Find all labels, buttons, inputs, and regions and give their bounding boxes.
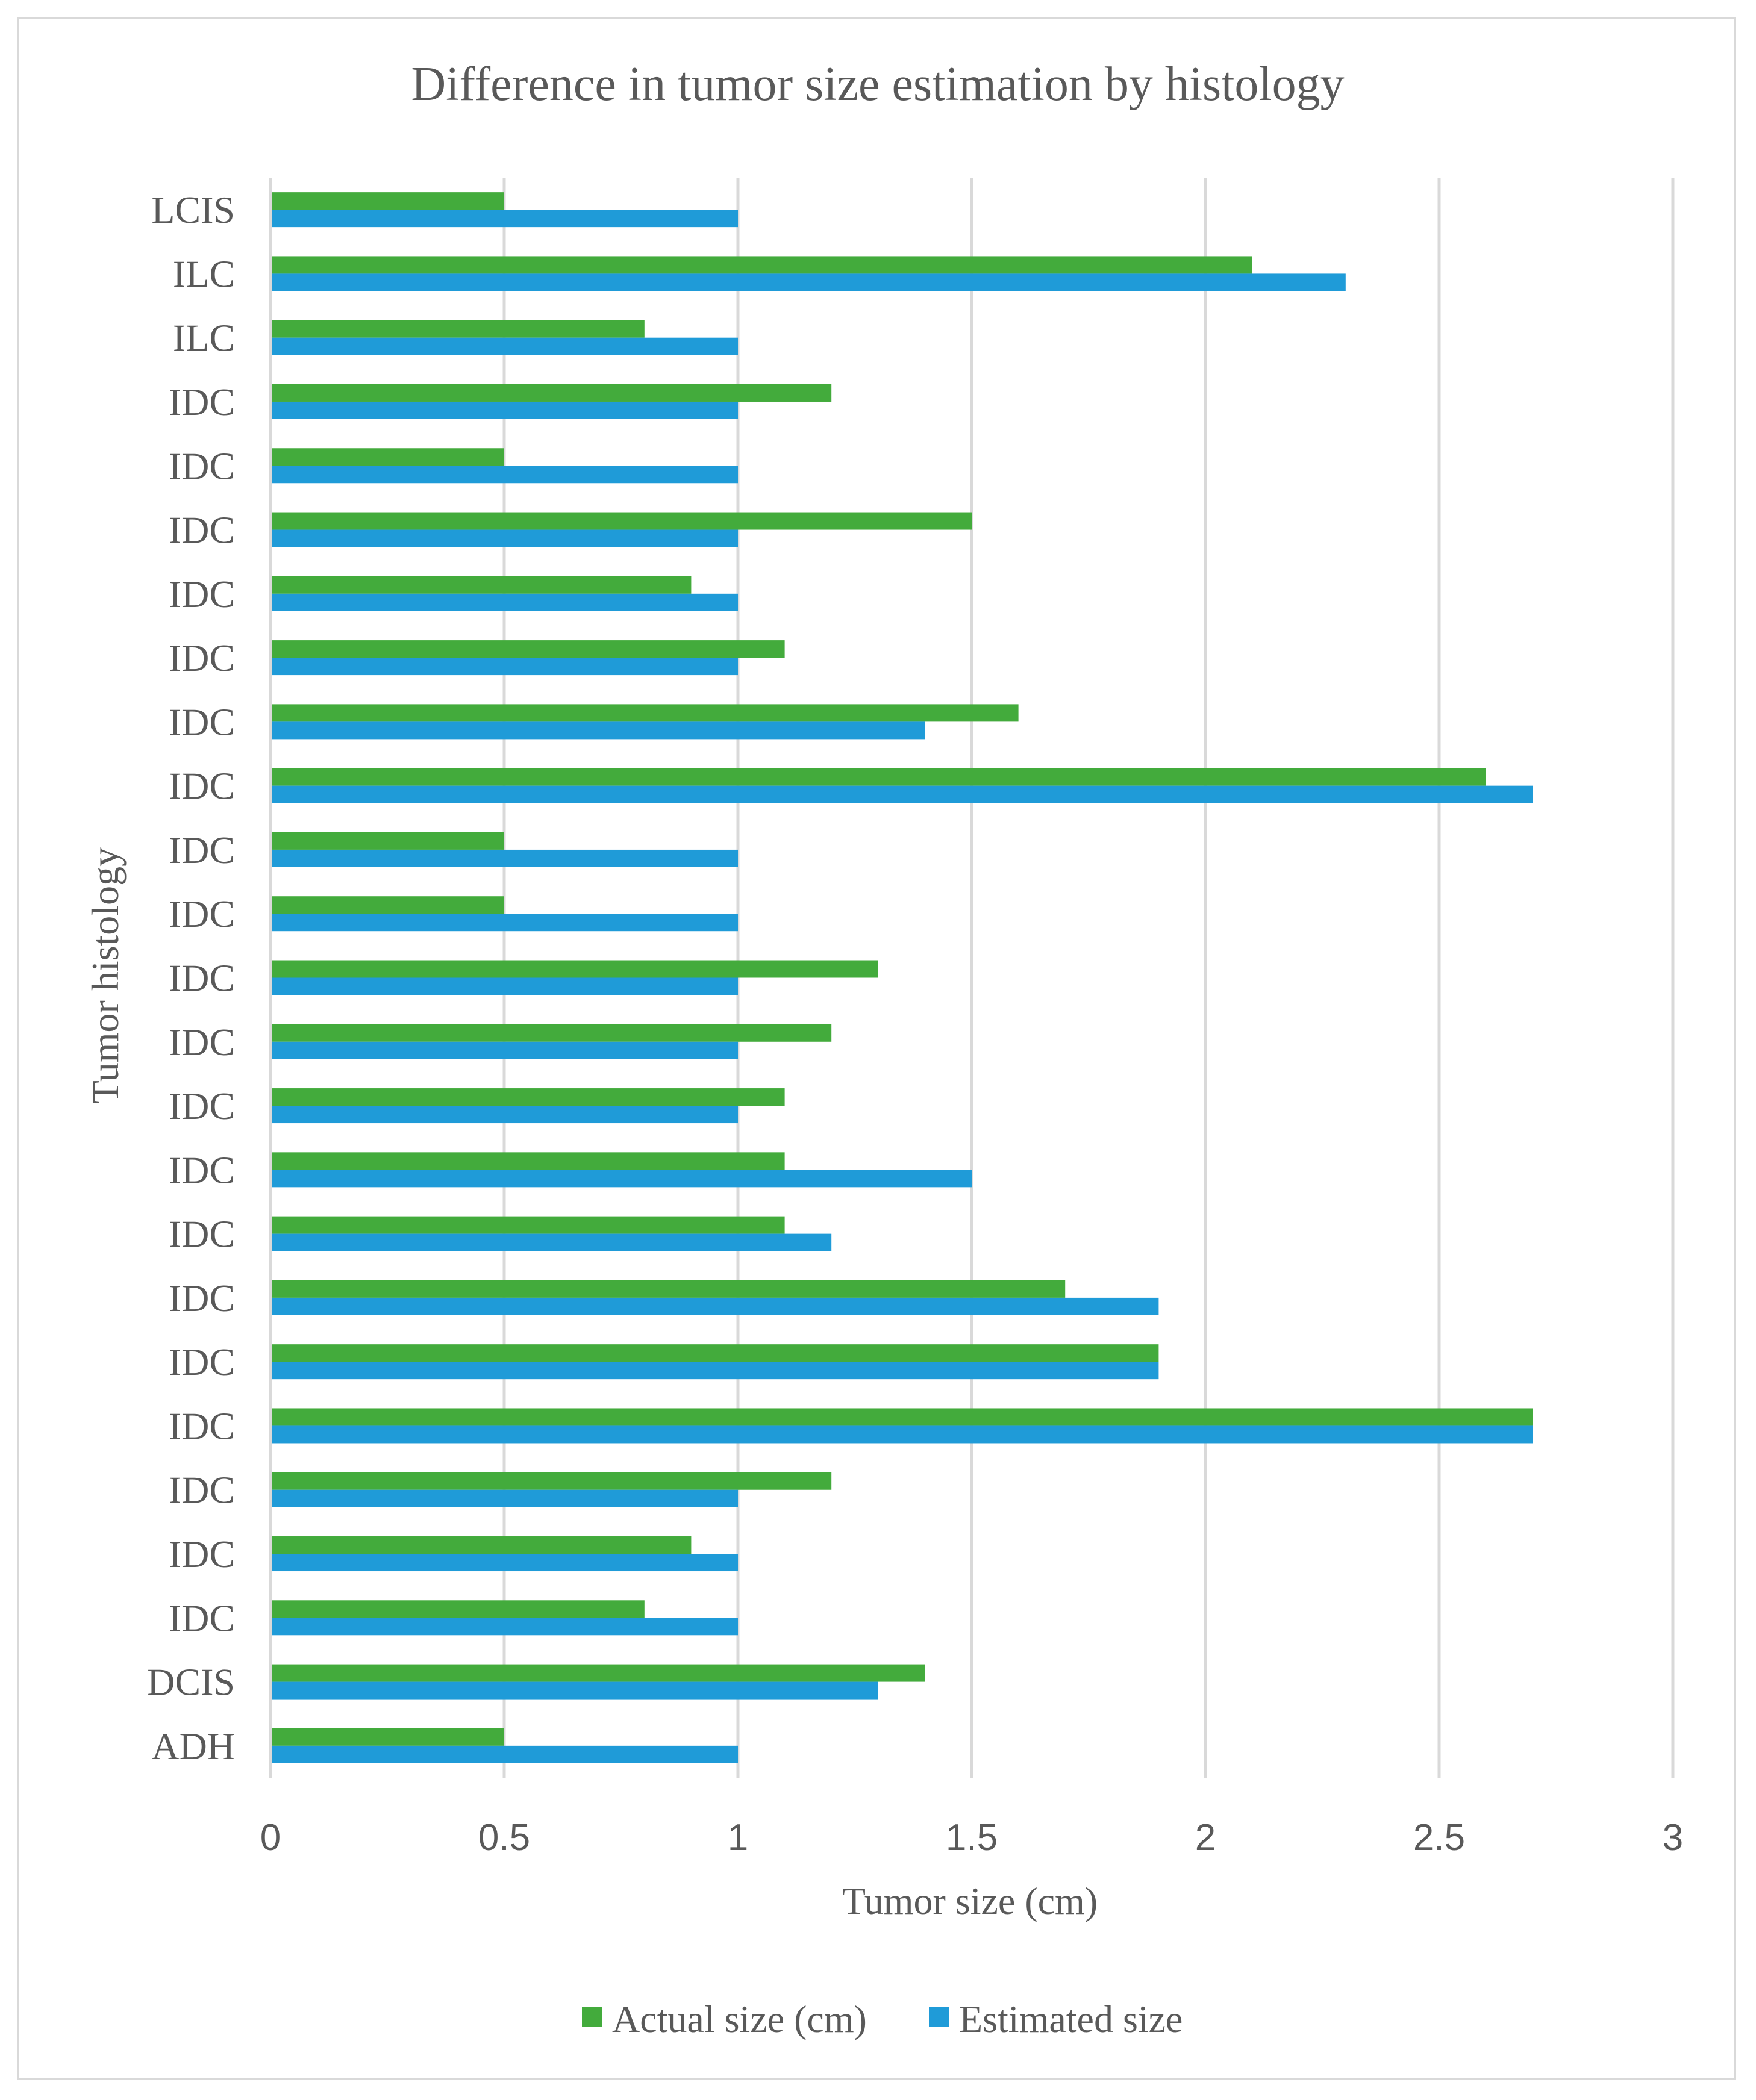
bar-actual-9 (270, 1152, 785, 1170)
x-tick-label-5: 2.5 (1413, 1817, 1465, 1859)
x-tick-label-0: 0 (260, 1817, 281, 1859)
bar-estimated-1 (270, 1681, 878, 1700)
bars (270, 192, 1533, 1763)
bar-estimated-8 (270, 1233, 832, 1251)
legend-swatch-actual (582, 2007, 602, 2027)
bar-actual-0 (270, 1728, 504, 1746)
x-tick-labels: 0 0.5 1 1.5 2 2.5 3 (260, 1817, 1683, 1859)
y-tick-label-2: IDC (169, 1597, 235, 1639)
bar-actual-14 (270, 832, 504, 850)
bar-actual-6 (270, 1344, 1159, 1362)
y-tick-label-17: IDC (169, 637, 235, 679)
legend-swatch-estimated (929, 2007, 949, 2027)
bar-estimated-6 (270, 1362, 1159, 1380)
y-tick-label-10: IDC (169, 1085, 235, 1127)
bar-estimated-10 (270, 1106, 738, 1124)
y-tick-label-16: IDC (169, 700, 235, 743)
y-tick-label-4: IDC (169, 1469, 235, 1512)
bar-estimated-4 (270, 1489, 738, 1507)
bar-actual-11 (270, 1024, 832, 1042)
y-tick-label-7: IDC (169, 1277, 235, 1320)
y-tick-label-1: DCIS (147, 1661, 235, 1704)
bar-actual-3 (270, 1536, 692, 1554)
legend-label-estimated: Estimated size (959, 1998, 1183, 2040)
y-tick-label-24: LCIS (151, 189, 235, 231)
bar-estimated-12 (270, 977, 738, 995)
bar-estimated-13 (270, 914, 738, 932)
legend: Actual size (cm) Estimated size (582, 1998, 1183, 2040)
bar-estimated-20 (270, 466, 738, 484)
bar-actual-24 (270, 192, 504, 210)
y-tick-label-5: IDC (169, 1404, 235, 1447)
y-axis-title: Tumor histology (84, 847, 127, 1104)
bar-actual-22 (270, 320, 645, 338)
bar-actual-12 (270, 960, 878, 978)
x-tick-label-3: 1.5 (946, 1817, 998, 1859)
bar-actual-8 (270, 1216, 785, 1234)
bar-actual-10 (270, 1088, 785, 1106)
y-tick-label-9: IDC (169, 1148, 235, 1191)
y-tick-label-6: IDC (169, 1341, 235, 1383)
y-tick-label-23: ILC (173, 252, 235, 295)
y-tick-label-0: ADH (151, 1725, 235, 1768)
y-tick-label-21: IDC (169, 381, 235, 423)
bar-estimated-16 (270, 721, 925, 740)
bar-estimated-24 (270, 210, 738, 228)
bar-actual-16 (270, 704, 1019, 722)
bar-estimated-22 (270, 337, 738, 355)
bar-actual-15 (270, 768, 1486, 786)
legend-label-actual: Actual size (cm) (612, 1998, 867, 2040)
y-tick-labels: ADH DCIS IDC IDC IDC IDC IDC IDC IDC IDC IDC IDC IDC… (147, 189, 235, 1768)
y-tick-label-12: IDC (169, 957, 235, 1000)
y-tick-label-8: IDC (169, 1213, 235, 1256)
bar-estimated-19 (270, 529, 738, 547)
x-tick-label-4: 2 (1195, 1817, 1216, 1859)
y-tick-label-3: IDC (169, 1533, 235, 1575)
y-tick-label-20: IDC (169, 444, 235, 487)
bar-actual-23 (270, 256, 1252, 274)
bar-estimated-7 (270, 1297, 1159, 1315)
y-tick-label-15: IDC (169, 765, 235, 808)
y-tick-label-22: ILC (173, 317, 235, 360)
bar-estimated-0 (270, 1745, 738, 1763)
bar-estimated-11 (270, 1041, 738, 1059)
bar-estimated-5 (270, 1425, 1533, 1444)
y-tick-label-18: IDC (169, 573, 235, 615)
bar-actual-18 (270, 576, 692, 594)
y-tick-label-13: IDC (169, 893, 235, 935)
bar-estimated-3 (270, 1554, 738, 1572)
y-tick-label-11: IDC (169, 1021, 235, 1064)
bar-estimated-21 (270, 401, 738, 419)
bar-estimated-23 (270, 273, 1346, 291)
bar-estimated-14 (270, 849, 738, 867)
bar-actual-20 (270, 448, 504, 466)
bar-actual-7 (270, 1280, 1066, 1298)
bar-actual-4 (270, 1472, 832, 1490)
bar-actual-5 (270, 1408, 1533, 1426)
x-tick-label-2: 1 (728, 1817, 748, 1859)
bar-estimated-17 (270, 658, 738, 676)
bar-estimated-18 (270, 593, 738, 611)
x-tick-label-1: 0.5 (478, 1817, 530, 1859)
bar-actual-1 (270, 1664, 925, 1682)
y-tick-label-14: IDC (169, 829, 235, 871)
bar-actual-17 (270, 640, 785, 658)
x-tick-label-6: 3 (1663, 1817, 1683, 1859)
bar-actual-19 (270, 512, 972, 530)
bar-estimated-9 (270, 1170, 972, 1188)
chart-title: Difference in tumor size estimation by h… (411, 58, 1344, 111)
bar-actual-2 (270, 1600, 645, 1618)
y-tick-label-19: IDC (169, 509, 235, 552)
bar-estimated-2 (270, 1618, 738, 1636)
gridlines (502, 178, 1675, 1778)
x-axis-title: Tumor size (cm) (842, 1880, 1098, 1922)
bar-actual-21 (270, 384, 832, 402)
bar-estimated-15 (270, 785, 1533, 803)
bar-actual-13 (270, 896, 504, 914)
